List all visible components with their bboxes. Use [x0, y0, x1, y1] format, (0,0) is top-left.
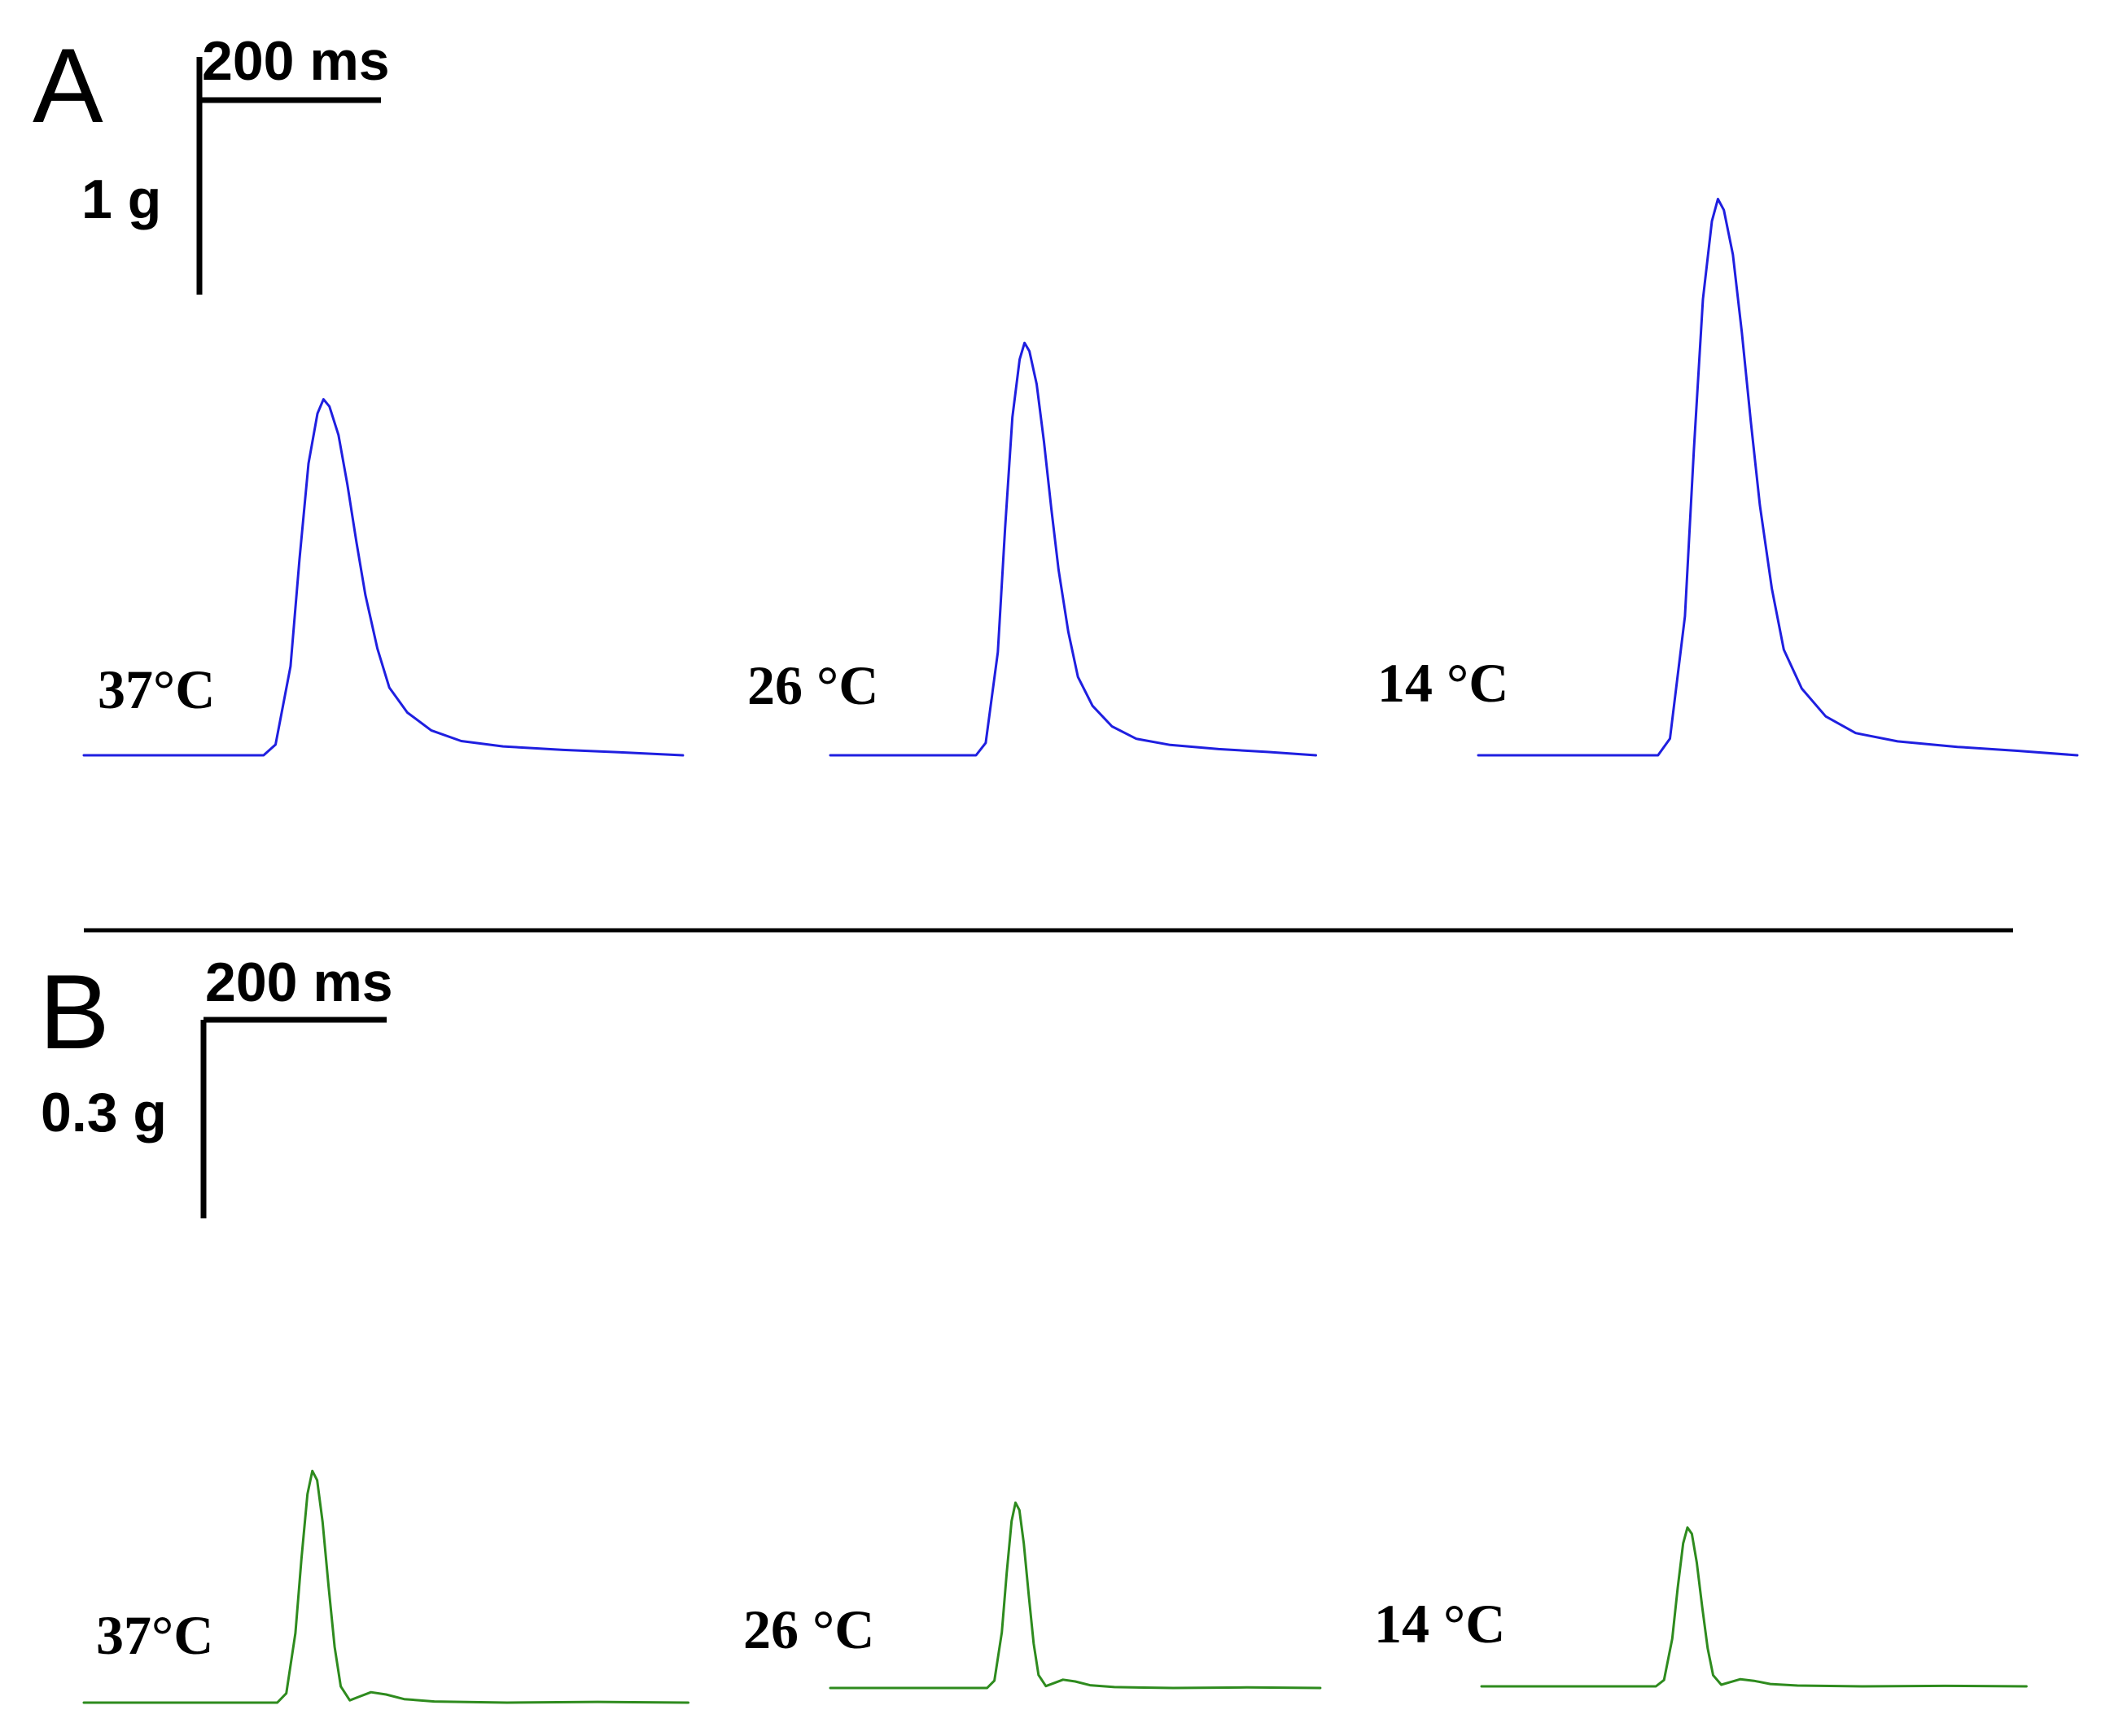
panel-b-label-14c: 14 °C — [1374, 1593, 1505, 1655]
panel-a-label-26c: 26 °C — [747, 654, 878, 716]
panel-b-time-scale-label: 200 ms — [205, 951, 393, 1013]
panel-b: B 200 ms 0.3 g 37°C 26 °C 14 °C — [39, 951, 2028, 1704]
panel-a-trace-37c — [82, 398, 685, 757]
panel-a-trace-14c — [1477, 198, 2079, 757]
panel-a-label-14c: 14 °C — [1377, 652, 1508, 714]
panel-b-label-37c: 37°C — [96, 1604, 213, 1666]
panel-a-force-scale-label: 1 g — [81, 168, 161, 230]
panel-b-label-26c: 26 °C — [743, 1598, 874, 1660]
panel-a: A 200 ms 1 g 37°C 26 °C 14 °C — [33, 26, 2079, 757]
panel-b-trace-26c — [829, 1501, 1322, 1690]
panel-a-time-scale-label: 200 ms — [202, 30, 390, 92]
panel-b-trace-14c — [1480, 1526, 2028, 1688]
panel-a-label-37c: 37°C — [98, 658, 215, 720]
panel-b-trace-37c — [82, 1469, 689, 1704]
panel-a-trace-26c — [829, 341, 1317, 757]
panel-a-letter: A — [33, 26, 103, 145]
panel-b-force-scale-label: 0.3 g — [41, 1082, 167, 1143]
panel-b-letter: B — [39, 952, 110, 1071]
